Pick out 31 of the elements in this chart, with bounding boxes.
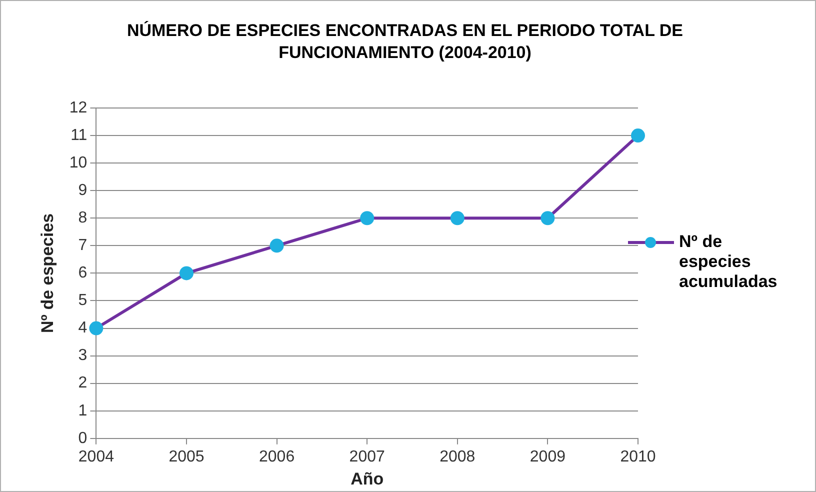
y-tick-label: 4 xyxy=(78,320,88,337)
x-tick-label: 2009 xyxy=(530,448,566,466)
y-tick-label: 10 xyxy=(69,154,88,172)
y-tick-label: 7 xyxy=(78,237,88,254)
x-tick-label: 2005 xyxy=(168,448,204,466)
x-axis-title: Año xyxy=(350,469,384,488)
legend-label: Nº de especies acumuladas xyxy=(679,232,778,292)
y-tick-label: 1 xyxy=(78,402,88,420)
y-axis-title: Nº de especies xyxy=(38,213,57,334)
chart-title: NÚMERO DE ESPECIES ENCONTRADAS EN EL PERIODO TOTAL DE FUNCIONAMIENTO (2004-2010) xyxy=(126,20,684,64)
x-tick-label: 2004 xyxy=(78,448,114,466)
x-tick-label: 2006 xyxy=(259,448,295,466)
y-tick-label: 6 xyxy=(78,264,88,282)
y-tick-label: 12 xyxy=(69,99,88,116)
point xyxy=(450,211,464,226)
x-tick-label: 2008 xyxy=(440,448,476,466)
point xyxy=(180,266,194,280)
x-tick-label: 2010 xyxy=(620,448,656,466)
y-tick-label: 3 xyxy=(78,347,88,364)
y-tick-label: 0 xyxy=(78,430,88,447)
point xyxy=(89,321,104,336)
point xyxy=(540,211,555,226)
y-tick-label: 9 xyxy=(78,182,88,200)
point xyxy=(631,128,645,143)
y-tick-label: 8 xyxy=(78,210,88,227)
y-tick-label: 2 xyxy=(78,374,88,392)
x-tick-label: 2007 xyxy=(349,448,385,466)
point xyxy=(270,238,284,253)
point xyxy=(360,211,374,226)
y-tick-label: 5 xyxy=(78,292,88,310)
y-tick-label: 11 xyxy=(70,126,88,144)
